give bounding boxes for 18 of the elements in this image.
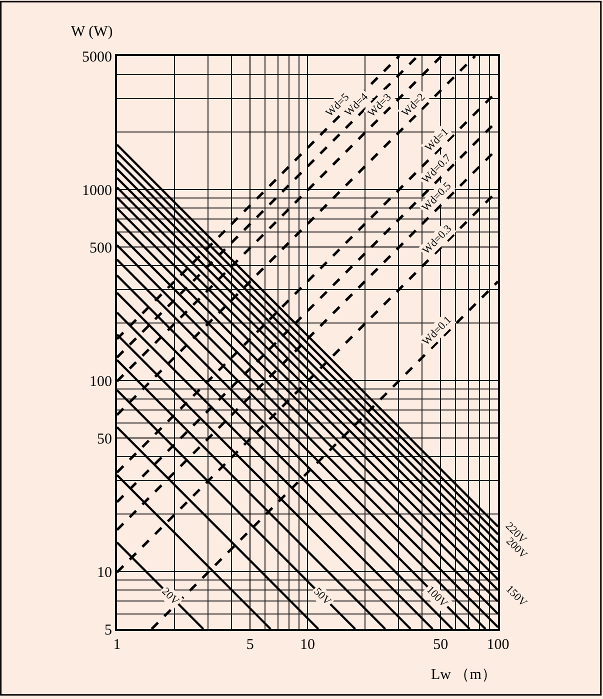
text: 20V (159, 586, 182, 608)
x-tick-label: 100 (486, 637, 510, 653)
y-tick-label: 500 (90, 240, 112, 256)
y-tick-label: 100 (90, 374, 112, 390)
x-tick-label: 1 (113, 637, 121, 653)
y-tick-label: 5000 (82, 49, 112, 66)
y-axis-title: W (W) (71, 24, 113, 40)
text: 50V (311, 586, 334, 608)
x-tick-label: 5 (246, 637, 254, 653)
x-tick-label: 10 (300, 637, 315, 653)
x-tick-label: 50 (433, 637, 448, 653)
text: 150V (503, 583, 530, 610)
x-axis-title: Lw （m） (431, 667, 496, 683)
y-tick-label: 10 (97, 564, 112, 581)
y-tick-label: 5 (104, 622, 112, 638)
y-tick-label: 1000 (82, 182, 112, 199)
y-tick-label: 50 (97, 431, 112, 448)
text: 100V (424, 584, 450, 610)
